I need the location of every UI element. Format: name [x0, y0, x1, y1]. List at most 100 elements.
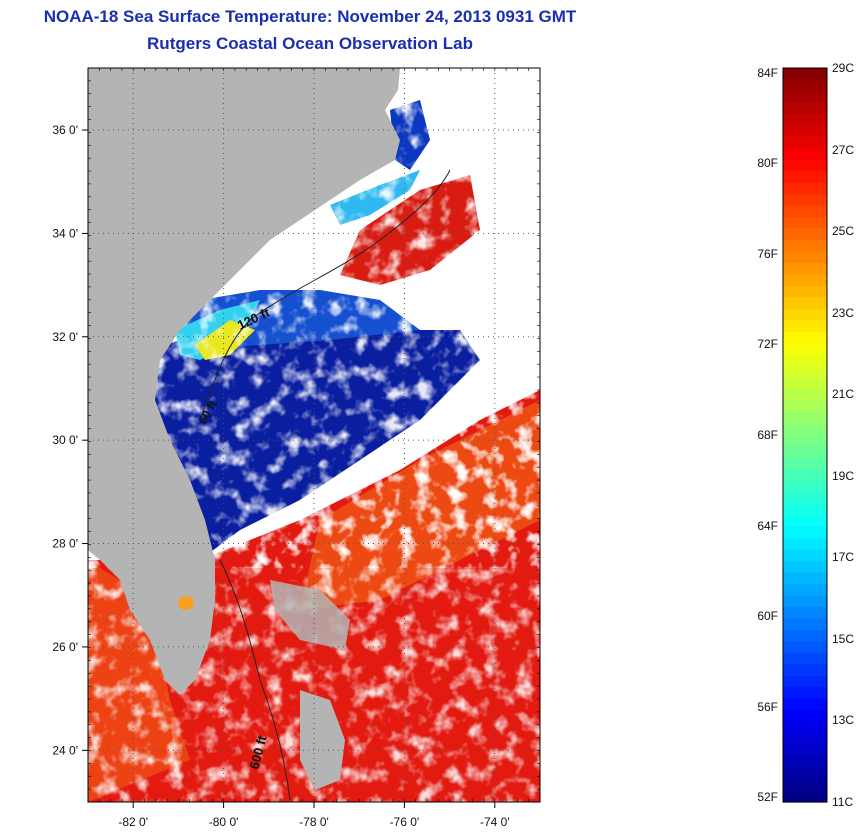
colorbar-swatch	[783, 251, 827, 264]
colorbar-swatch	[783, 148, 827, 161]
colorbar-swatch	[783, 767, 827, 780]
celsius-label: 23C	[832, 305, 855, 320]
colorbar-swatch	[783, 68, 827, 81]
celsius-label: 17C	[832, 550, 855, 565]
lake-okeechobee	[178, 596, 194, 610]
colorbar-swatch	[783, 480, 827, 493]
lat-tick-label: 36 0'	[52, 123, 78, 137]
colorbar-swatch	[783, 412, 827, 425]
colorbar-swatch	[783, 446, 827, 459]
isobath-120ft	[199, 169, 451, 421]
colorbar-swatch	[783, 584, 827, 597]
colorbar-swatch	[783, 538, 827, 551]
colorbar-swatch	[783, 457, 827, 471]
colorbar-swatch	[783, 400, 827, 413]
colorbar-swatch	[783, 79, 827, 92]
celsius-label: 11C	[832, 795, 854, 809]
fahrenheit-label: 80F	[757, 156, 778, 171]
colorbar-swatch	[783, 113, 827, 126]
lon-tick-label: -76 0'	[390, 815, 420, 829]
land-mass	[88, 68, 400, 695]
colorbar-swatch	[783, 182, 827, 195]
colorbar-swatch	[783, 274, 827, 287]
colorbar-swatch	[783, 744, 827, 757]
colorbar-swatch	[783, 779, 827, 792]
celsius-label: 19C	[832, 468, 855, 483]
colorbar-swatch	[783, 515, 827, 528]
colorbar-swatch	[783, 159, 827, 172]
colorbar-swatch	[783, 343, 827, 356]
colorbar-swatch	[783, 389, 827, 402]
colorbar-swatch	[783, 228, 827, 241]
colorbar-swatch	[783, 641, 827, 654]
celsius-label: 15C	[832, 631, 855, 646]
fahrenheit-label: 72F	[757, 337, 778, 352]
map-subtitle: Rutgers Coastal Ocean Observation Lab	[147, 34, 473, 53]
colorbar-swatch	[783, 664, 827, 677]
celsius-label: 27C	[832, 142, 855, 157]
colorbar-swatch	[783, 171, 827, 184]
colorbar-swatch	[783, 423, 827, 436]
map-graticule	[88, 68, 540, 802]
colorbar-swatch	[783, 136, 827, 149]
colorbar-swatch	[783, 618, 827, 631]
celsius-label: 13C	[832, 713, 855, 728]
colorbar-swatch	[783, 721, 827, 734]
colorbar-swatch	[783, 240, 827, 253]
lat-tick-label: 30 0'	[52, 433, 78, 447]
lat-tick-label: 32 0'	[52, 330, 78, 344]
colorbar-swatch	[783, 308, 827, 321]
celsius-label: 29C	[832, 61, 855, 75]
colorbar-swatch	[783, 687, 827, 700]
lat-tick-label: 24 0'	[52, 743, 78, 757]
fahrenheit-label: 76F	[757, 246, 778, 261]
colorbar-swatch	[783, 526, 827, 539]
colorbar-swatch	[783, 469, 827, 482]
colorbar-swatch	[783, 377, 827, 390]
colorbar-swatch	[783, 698, 827, 711]
lon-tick-label: -74 0'	[480, 815, 510, 829]
colorbar-frame	[782, 67, 828, 803]
colorbar-swatch	[783, 90, 827, 104]
colorbar-swatch	[783, 629, 827, 643]
colorbar-swatch	[783, 331, 827, 344]
colorbar-swatch	[783, 297, 827, 310]
fahrenheit-label: 68F	[757, 428, 778, 442]
celsius-label: 25C	[832, 224, 855, 239]
lon-tick-label: -80 0'	[209, 815, 239, 829]
colorbar-swatch	[783, 561, 827, 574]
bahamas-bank	[300, 690, 345, 790]
colorbar-swatch	[783, 756, 827, 769]
celsius-label: 21C	[832, 387, 855, 402]
fahrenheit-label: 52F	[757, 790, 778, 805]
colorbar-swatch	[783, 194, 827, 207]
colorbar-swatch	[783, 285, 827, 298]
colorbar-swatch	[783, 675, 827, 688]
colorbar-swatch	[783, 607, 827, 620]
colorbar-swatch	[783, 217, 827, 230]
colorbar-swatch	[783, 320, 827, 333]
lat-tick-label: 34 0'	[52, 226, 78, 240]
lon-tick-label: -78 0'	[299, 815, 329, 829]
colorbar-swatch	[783, 652, 827, 665]
colorbar-swatch	[783, 790, 827, 803]
colorbar-swatch	[783, 205, 827, 218]
fahrenheit-label: 56F	[757, 699, 778, 714]
lat-tick-label: 26 0'	[52, 640, 78, 654]
map-title: NOAA-18 Sea Surface Temperature: Novembe…	[43, 7, 577, 26]
colorbar-swatch	[783, 492, 827, 505]
fahrenheit-label: 84F	[757, 65, 778, 80]
colorbar-swatch	[783, 503, 827, 516]
colorbar-swatch	[783, 262, 827, 276]
colorbar-swatch	[783, 710, 827, 723]
isobath-600ft	[219, 559, 291, 801]
andros-shallow	[270, 580, 350, 650]
colorbar-swatch	[783, 572, 827, 585]
colorbar-swatch	[783, 366, 827, 379]
colorbar-swatch	[783, 595, 827, 608]
fahrenheit-label: 60F	[757, 609, 778, 624]
colorbar-swatch	[783, 354, 827, 367]
fahrenheit-label: 64F	[757, 518, 778, 533]
colorbar-swatch	[783, 549, 827, 562]
